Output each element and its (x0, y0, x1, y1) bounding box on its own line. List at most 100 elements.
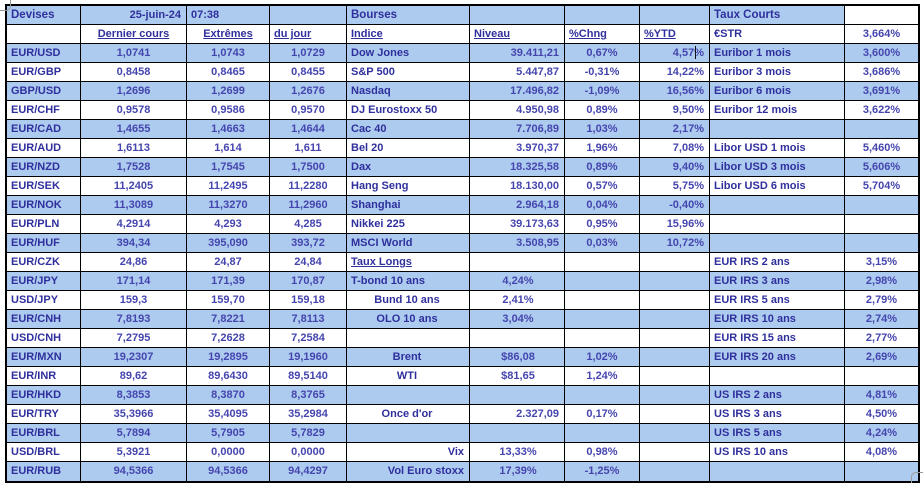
percent-change-cell[interactable] (565, 253, 640, 272)
rate-value-cell[interactable]: 5,460% (845, 139, 918, 158)
rate-label-cell[interactable] (710, 196, 845, 215)
extreme-high-cell[interactable]: 1,2699 (187, 82, 270, 101)
currency-pair-cell[interactable]: EUR/CZK (7, 253, 81, 272)
currency-pair-cell[interactable]: EUR/CAD (7, 120, 81, 139)
rate-value-cell[interactable]: 2,74% (845, 310, 918, 329)
rate-value-cell[interactable]: 2,79% (845, 291, 918, 310)
extreme-low-cell[interactable]: 8,3765 (270, 386, 347, 405)
extreme-low-cell[interactable]: 4,285 (270, 215, 347, 234)
rate-label-cell[interactable]: EUR IRS 5 ans (710, 291, 845, 310)
extreme-high-cell[interactable]: 171,39 (187, 272, 270, 291)
extreme-low-cell[interactable]: 89,5140 (270, 367, 347, 386)
currency-pair-cell[interactable]: EUR/BRL (7, 424, 81, 443)
last-price-cell[interactable]: 11,2405 (81, 177, 187, 196)
extreme-low-cell[interactable]: 1,4644 (270, 120, 347, 139)
instrument-name-cell[interactable] (347, 424, 470, 443)
rate-value-cell[interactable]: 4,50% (845, 405, 918, 424)
percent-change-cell[interactable] (565, 424, 640, 443)
percent-ytd-cell[interactable]: 14,22% (640, 63, 710, 82)
bourses-title-cell[interactable]: Bourses (347, 6, 470, 25)
empty-cell[interactable] (565, 6, 640, 25)
instrument-name-cell[interactable]: S&P 500 (347, 63, 470, 82)
extreme-high-cell[interactable]: 89,6430 (187, 367, 270, 386)
last-price-cell[interactable]: 89,62 (81, 367, 187, 386)
percent-ytd-cell[interactable] (640, 348, 710, 367)
last-price-cell[interactable]: 11,3089 (81, 196, 187, 215)
last-price-cell[interactable]: 94,5366 (81, 462, 187, 481)
percent-change-cell[interactable]: 0,67% (565, 44, 640, 63)
instrument-name-cell[interactable]: Taux Longs (347, 253, 470, 272)
last-price-cell[interactable]: 1,7528 (81, 158, 187, 177)
last-price-cell[interactable]: 1,4655 (81, 120, 187, 139)
level-cell[interactable]: 39.411,21 (470, 44, 565, 63)
percent-ytd-cell[interactable]: 9,50% (640, 101, 710, 120)
percent-ytd-cell[interactable] (640, 291, 710, 310)
extreme-high-cell[interactable]: 11,2495 (187, 177, 270, 196)
percent-ytd-cell[interactable]: 15,96% (640, 215, 710, 234)
rate-label-cell[interactable]: EUR IRS 15 ans (710, 329, 845, 348)
currency-pair-cell[interactable]: EUR/CHF (7, 101, 81, 120)
extreme-low-cell[interactable]: 159,18 (270, 291, 347, 310)
empty-cell[interactable] (640, 6, 710, 25)
last-price-cell[interactable]: 5,3921 (81, 443, 187, 462)
level-cell[interactable]: 3.970,37 (470, 139, 565, 158)
rate-value-cell[interactable]: 2,69% (845, 348, 918, 367)
extreme-low-cell[interactable]: 11,2280 (270, 177, 347, 196)
devises-title-cell[interactable]: Devises (7, 6, 81, 25)
instrument-name-cell[interactable]: Bel 20 (347, 139, 470, 158)
rate-label-cell[interactable]: EUR IRS 2 ans (710, 253, 845, 272)
column-header-indice[interactable]: Indice (347, 25, 470, 44)
currency-pair-cell[interactable]: EUR/INR (7, 367, 81, 386)
empty-cell[interactable] (845, 6, 918, 25)
extreme-high-cell[interactable]: 5,7905 (187, 424, 270, 443)
rate-label-cell[interactable]: US IRS 10 ans (710, 443, 845, 462)
instrument-name-cell[interactable]: MSCI World (347, 234, 470, 253)
extreme-high-cell[interactable]: 1,614 (187, 139, 270, 158)
extreme-low-cell[interactable]: 1,611 (270, 139, 347, 158)
percent-change-cell[interactable]: -1,25% (565, 462, 640, 481)
column-header-du-jour[interactable]: du jour (270, 25, 347, 44)
extreme-low-cell[interactable]: 94,4297 (270, 462, 347, 481)
level-cell[interactable]: 17,39% (470, 462, 565, 481)
last-price-cell[interactable]: 394,34 (81, 234, 187, 253)
percent-ytd-cell[interactable] (640, 462, 710, 481)
percent-change-cell[interactable]: 0,98% (565, 443, 640, 462)
percent-change-cell[interactable]: 1,96% (565, 139, 640, 158)
currency-pair-cell[interactable]: EUR/TRY (7, 405, 81, 424)
level-cell[interactable]: 2.964,18 (470, 196, 565, 215)
last-price-cell[interactable]: 159,3 (81, 291, 187, 310)
rate-value-cell[interactable]: 3,686% (845, 63, 918, 82)
rate-label-cell[interactable]: US IRS 5 ans (710, 424, 845, 443)
extreme-low-cell[interactable]: 393,72 (270, 234, 347, 253)
rate-label-cell[interactable]: EUR IRS 20 ans (710, 348, 845, 367)
column-header-extremes[interactable]: Extrêmes (187, 25, 270, 44)
percent-change-cell[interactable]: 0,04% (565, 196, 640, 215)
extreme-high-cell[interactable]: 395,090 (187, 234, 270, 253)
empty-cell[interactable] (270, 6, 347, 25)
level-cell[interactable]: 3.508,95 (470, 234, 565, 253)
estr-label-cell[interactable]: €STR (710, 25, 845, 44)
last-price-cell[interactable]: 0,8458 (81, 63, 187, 82)
rate-label-cell[interactable] (710, 367, 845, 386)
level-cell[interactable] (470, 253, 565, 272)
estr-value-cell[interactable]: 3,664% (845, 25, 918, 44)
extreme-low-cell[interactable]: 24,84 (270, 253, 347, 272)
currency-pair-cell[interactable]: EUR/PLN (7, 215, 81, 234)
extreme-high-cell[interactable]: 0,0000 (187, 443, 270, 462)
taux-courts-title-cell[interactable]: Taux Courts (710, 6, 845, 25)
percent-ytd-cell[interactable] (640, 386, 710, 405)
percent-change-cell[interactable]: 0,89% (565, 101, 640, 120)
currency-pair-cell[interactable]: USD/JPY (7, 291, 81, 310)
instrument-name-cell[interactable]: Vol Euro stoxx (347, 462, 470, 481)
last-price-cell[interactable]: 1,2696 (81, 82, 187, 101)
rate-label-cell[interactable]: Euribor 3 mois (710, 63, 845, 82)
extreme-low-cell[interactable]: 5,7829 (270, 424, 347, 443)
percent-ytd-cell[interactable] (640, 329, 710, 348)
rate-label-cell[interactable] (710, 462, 845, 481)
instrument-name-cell[interactable]: Bund 10 ans (347, 291, 470, 310)
rate-label-cell[interactable]: Euribor 12 mois (710, 101, 845, 120)
extreme-high-cell[interactable]: 35,4095 (187, 405, 270, 424)
last-price-cell[interactable]: 1,6113 (81, 139, 187, 158)
currency-pair-cell[interactable]: EUR/MXN (7, 348, 81, 367)
level-cell[interactable]: 7.706,89 (470, 120, 565, 139)
